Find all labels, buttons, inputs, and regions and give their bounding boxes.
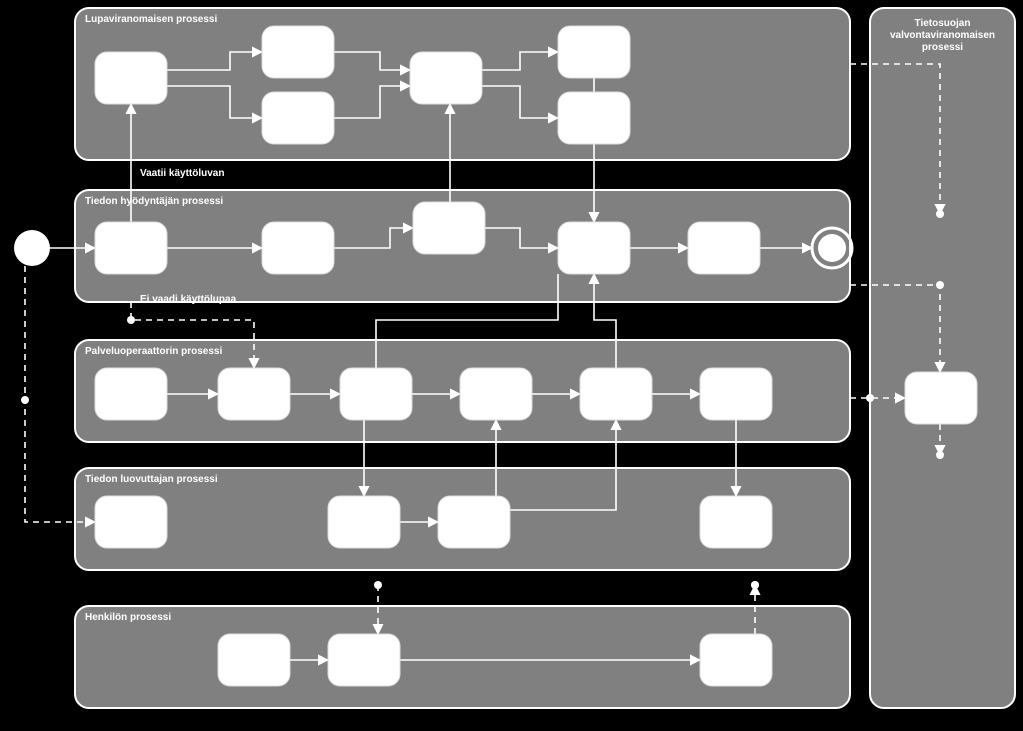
- edge-dot: [21, 396, 29, 404]
- node-h3: [700, 634, 772, 686]
- lane-title-dpa: prosessi: [922, 42, 963, 53]
- node-a6: [558, 92, 630, 144]
- node-o3: [340, 368, 412, 420]
- node-o5: [580, 368, 652, 420]
- node-a2: [262, 26, 334, 78]
- edge-dot: [936, 210, 944, 218]
- lane-title-prov: Tiedon luovuttajan prosessi: [85, 474, 218, 485]
- edge-label: Ei vaadi käyttölupaa: [140, 294, 237, 305]
- node-h2: [328, 634, 400, 686]
- node-a4: [410, 52, 482, 104]
- node-u4: [558, 222, 630, 274]
- node-d1: [905, 372, 977, 424]
- edge-dot: [751, 581, 759, 589]
- node-u1: [95, 222, 167, 274]
- node-o1: [95, 368, 167, 420]
- edge-dot: [936, 451, 944, 459]
- node-a1: [95, 52, 167, 104]
- edge-dot: [866, 394, 874, 402]
- lane-dpa: [870, 8, 1015, 708]
- edge-dot: [936, 281, 944, 289]
- node-p1: [95, 496, 167, 548]
- lanes-layer: Lupaviranomaisen prosessi Tiedon hyödyntä…: [75, 8, 1015, 708]
- node-o2: [218, 368, 290, 420]
- process-diagram: Lupaviranomaisen prosessi Tiedon hyödyntä…: [0, 0, 1023, 731]
- node-p4: [700, 496, 772, 548]
- event-start: [14, 230, 50, 266]
- edge-dot: [374, 581, 382, 589]
- node-u5: [688, 222, 760, 274]
- lane-title-dpa: valvontaviranomaisen: [890, 30, 995, 41]
- node-p3: [438, 496, 510, 548]
- node-a5: [558, 26, 630, 78]
- node-o4: [460, 368, 532, 420]
- lane-title-person: Henkilön prosessi: [85, 612, 171, 623]
- node-u3: [413, 202, 485, 254]
- node-u2: [262, 222, 334, 274]
- lane-title-dpa: Tietosuojan: [915, 18, 971, 29]
- event-end-inner: [818, 234, 846, 262]
- edge-label: Vaatii käyttöluvan: [140, 168, 224, 179]
- lane-title-user: Tiedon hyödyntäjän prosessi: [85, 196, 223, 207]
- lane-title-auth: Lupaviranomaisen prosessi: [85, 14, 217, 25]
- node-a3: [262, 92, 334, 144]
- node-o6: [700, 368, 772, 420]
- node-p2: [328, 496, 400, 548]
- lane-title-op: Palveluoperaattorin prosessi: [85, 346, 222, 357]
- edge-dot: [127, 316, 135, 324]
- node-h1: [218, 634, 290, 686]
